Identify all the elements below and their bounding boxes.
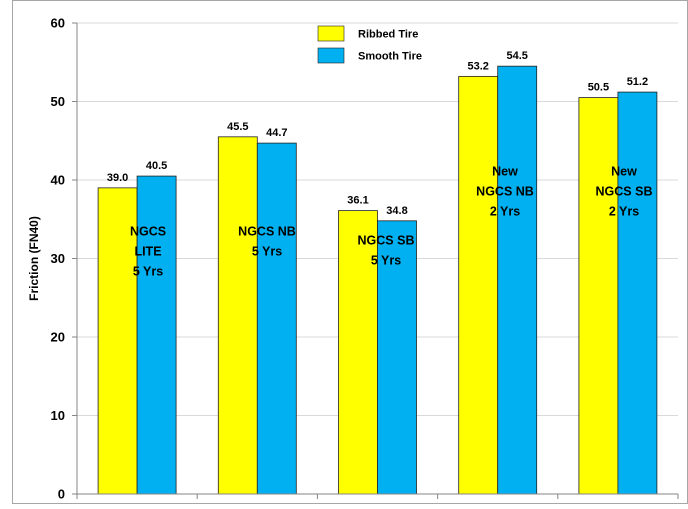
y-tick-label: 10 (51, 408, 65, 423)
bar-smooth-tire (617, 91, 658, 495)
category-label: 5 Yrs (371, 254, 401, 268)
legend-label: Smooth Tire (358, 51, 422, 63)
bar-smooth-tire (497, 65, 538, 495)
bar-smooth-tire (136, 175, 177, 495)
category-label: 5 Yrs (252, 245, 282, 259)
legend-swatch-smooth (317, 47, 345, 64)
labels: 0 10 20 30 40 50 60 Friction (FN40) 39.0 40.5 NGCS… (27, 16, 652, 502)
category-label: 2 Yrs (609, 205, 639, 219)
bar-ribbed-tire (217, 136, 258, 495)
data-label: 36.1 (347, 195, 368, 207)
category-label: LITE (134, 245, 161, 259)
y-axis-label: Friction (FN40) (27, 216, 41, 301)
bar-smooth-tire (256, 142, 297, 495)
y-tick-label: 0 (58, 487, 65, 502)
data-label: 51.2 (627, 76, 648, 88)
bars (97, 65, 658, 495)
category-label: NGCS NB (476, 185, 534, 199)
y-tick-label: 60 (51, 16, 65, 31)
bar-smooth-tire (377, 220, 417, 495)
category-label: NGCS SB (358, 234, 415, 248)
axes (72, 22, 679, 499)
data-label: 50.5 (588, 82, 609, 94)
bar-ribbed-tire (458, 75, 499, 495)
gridlines (77, 22, 678, 416)
legend-label: Ribbed Tire (358, 29, 418, 41)
y-tick-label: 30 (51, 251, 65, 266)
data-label: 39.0 (107, 172, 128, 184)
category-label: 2 Yrs (490, 205, 520, 219)
data-label: 54.5 (506, 50, 527, 62)
y-tick-label: 40 (51, 173, 65, 188)
category-label: New (492, 165, 518, 179)
data-label: 40.5 (146, 160, 167, 172)
category-label: NGCS SB (596, 185, 653, 199)
data-label: 34.8 (386, 205, 407, 217)
y-tick-label: 20 (51, 330, 65, 345)
legend: Ribbed Tire Smooth Tire (317, 25, 422, 64)
bar-ribbed-tire (338, 210, 378, 495)
legend-swatch-ribbed (317, 25, 345, 42)
category-label: NGCS NB (238, 225, 296, 239)
bar-ribbed-tire (578, 97, 619, 495)
category-label: NGCS (130, 225, 166, 239)
category-label: New (611, 165, 637, 179)
y-tick-label: 50 (51, 94, 65, 109)
data-label: 44.7 (266, 127, 287, 139)
data-label: 45.5 (227, 121, 248, 133)
data-label: 53.2 (467, 60, 488, 72)
category-label: 5 Yrs (133, 265, 163, 279)
